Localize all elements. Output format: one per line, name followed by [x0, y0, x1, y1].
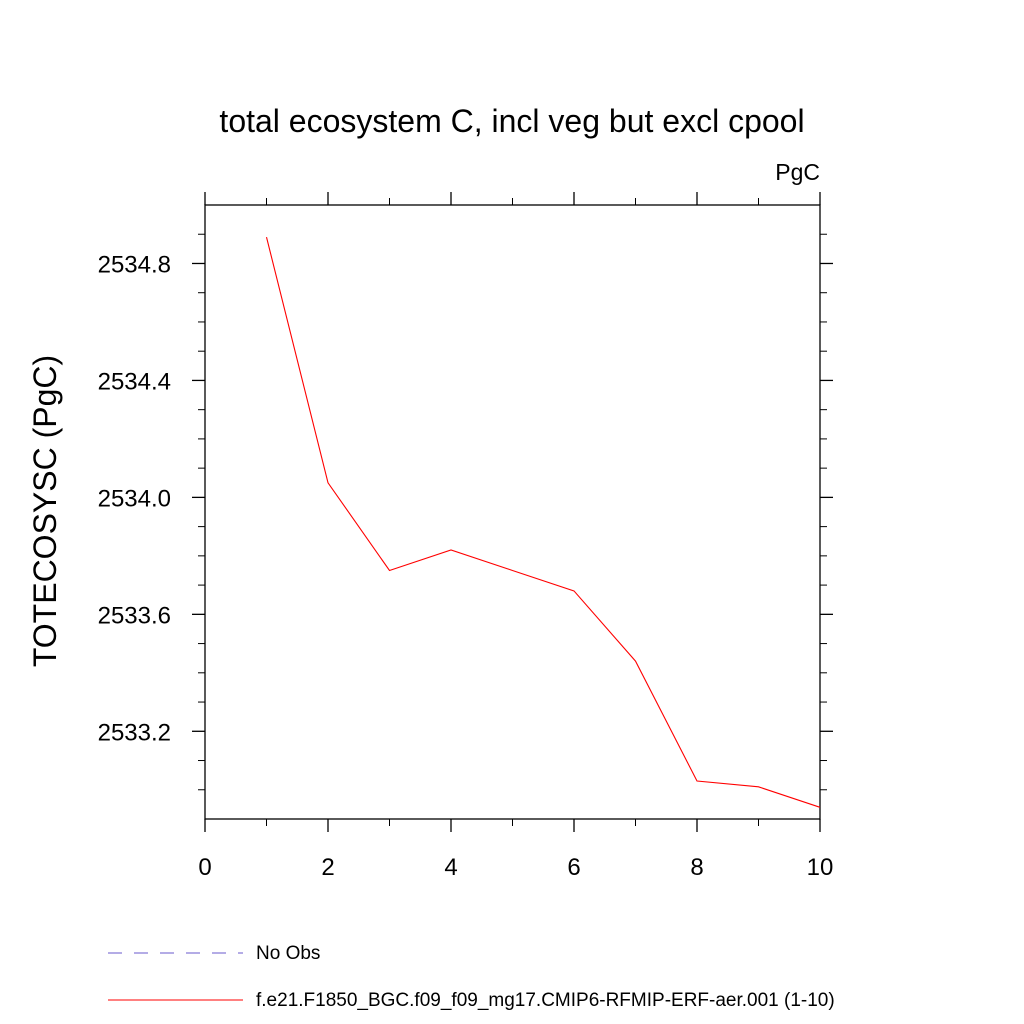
legend-label-no-obs: No Obs [256, 943, 320, 964]
axis-tick-labels: 0 2 4 6 8 10 2533.2 2533.6 2534.0 2534.4 2534.8 [98, 251, 834, 881]
x-tick-label: 0 [198, 854, 211, 881]
y-tick-label: 2533.6 [98, 602, 171, 629]
plot-frame [204, 204, 821, 820]
x-tick-label: 2 [321, 854, 334, 881]
legend-label-series: f.e21.F1850_BGC.f09_f09_mg17.CMIP6-RFMIP… [256, 990, 835, 1011]
y-tick-label: 2533.2 [98, 719, 171, 746]
x-tick-label: 8 [690, 854, 703, 881]
units-label: PgC [775, 159, 820, 185]
series-line [265, 237, 821, 808]
x-tick-label: 6 [567, 854, 580, 881]
x-tick-label: 10 [807, 854, 834, 881]
y-tick-label: 2534.8 [98, 251, 171, 278]
axis-ticks [192, 192, 833, 832]
y-tick-label: 2534.0 [98, 485, 171, 512]
x-tick-label: 4 [444, 854, 457, 881]
series-layer [265, 237, 821, 808]
chart-title: total ecosystem C, incl veg but excl cpo… [219, 103, 804, 139]
y-axis-label: TOTECOSYSC (PgC) [27, 355, 63, 667]
y-tick-label: 2534.4 [98, 368, 171, 395]
